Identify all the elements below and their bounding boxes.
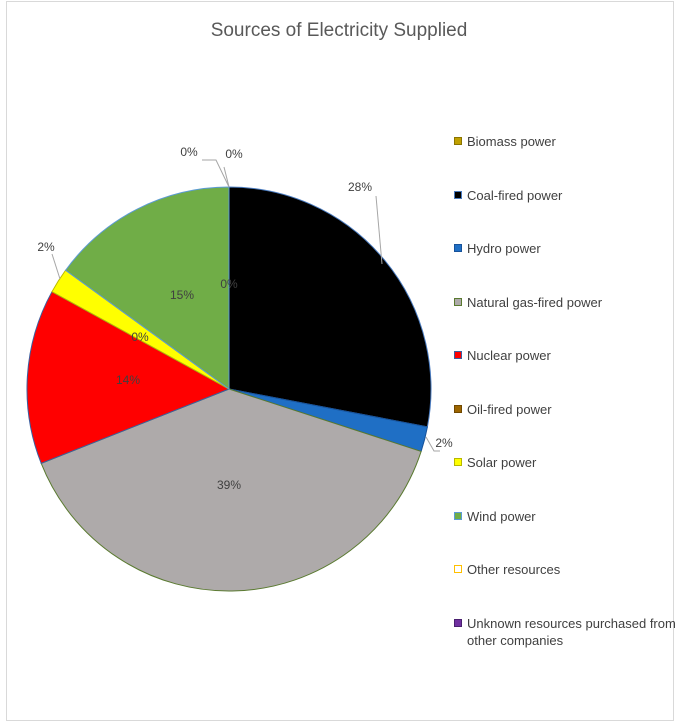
legend-label: Natural gas-fired power	[467, 294, 603, 310]
pie-slice-natural-gas-fired-power	[40, 388, 422, 592]
pie-slice-coal-fired-power	[228, 186, 432, 428]
legend-label: Oil-fired power	[467, 401, 552, 417]
legend-label: Other resources	[467, 562, 561, 577]
leader-line	[202, 159, 230, 188]
data-label: 39%	[217, 478, 241, 492]
legend-item: Solar power	[454, 454, 674, 508]
legend-item: Hydro power	[454, 240, 674, 294]
chart-title: Sources of Electricity Supplied	[210, 20, 468, 41]
data-label: 0%	[180, 145, 198, 159]
legend-label: Solar power	[467, 455, 537, 470]
legend-label: Coal-fired power	[467, 187, 563, 203]
leader-line	[375, 195, 383, 265]
data-label: 0%	[220, 277, 238, 291]
leader-line	[425, 436, 440, 452]
legend-swatch	[454, 190, 462, 199]
legend-label: Wind power	[467, 508, 536, 524]
legend-swatch	[454, 404, 462, 413]
legend-item: Coal-fired power	[454, 187, 674, 241]
chart-legend: Biomass power Coal-fired power Hydro power…	[454, 133, 676, 669]
legend-swatch	[454, 297, 462, 306]
legend-swatch	[454, 244, 462, 252]
legend-label: Unknown resources purchased from other c…	[467, 615, 676, 648]
leader-line	[51, 253, 61, 280]
data-label: 2%	[37, 240, 55, 254]
data-label: 15%	[170, 288, 194, 302]
legend-swatch	[454, 458, 462, 466]
legend-label: Nuclear power	[467, 348, 551, 363]
data-label: 14%	[116, 373, 140, 387]
legend-swatch	[454, 137, 462, 145]
data-label: 28%	[348, 180, 372, 194]
legend-swatch	[454, 351, 462, 359]
pie-slice-wind-power	[64, 186, 230, 390]
pie-slice-nuclear-power	[26, 291, 231, 465]
legend-label: Hydro power	[467, 241, 541, 256]
legend-item: Biomass power	[454, 133, 674, 187]
legend-item: Oil-fired power	[454, 401, 674, 455]
leader-line	[223, 166, 230, 188]
legend-swatch	[454, 618, 462, 627]
legend-swatch	[454, 511, 462, 520]
legend-swatch	[454, 565, 462, 573]
legend-item: Natural gas-fired power	[454, 294, 674, 348]
legend-label: Biomass power	[467, 134, 556, 149]
legend-item: Nuclear power	[454, 347, 674, 401]
legend-item: Unknown resources purchased from other c…	[454, 615, 676, 669]
legend-item: Other resources	[454, 561, 674, 615]
data-label: 0%	[225, 147, 243, 161]
data-label: 0%	[131, 330, 149, 344]
data-label: 2%	[435, 436, 453, 450]
legend-item: Wind power	[454, 508, 674, 562]
